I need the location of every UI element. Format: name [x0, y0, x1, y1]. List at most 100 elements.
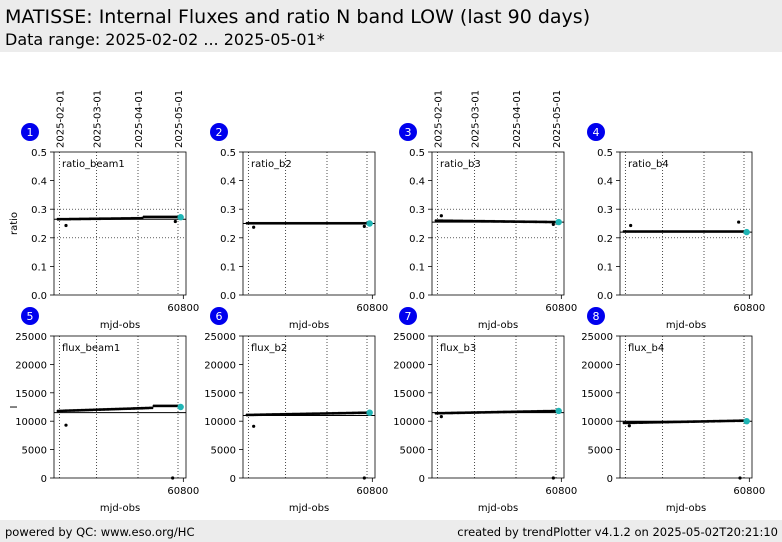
y-tick-label: 5000 [211, 446, 236, 457]
y-tick-label: 15000 [393, 389, 425, 400]
data-point [303, 412, 307, 416]
data-point [676, 230, 680, 233]
latest-point [177, 403, 184, 411]
data-point [640, 421, 644, 424]
data-point [480, 219, 484, 223]
data-point [526, 410, 530, 413]
data-point [694, 230, 698, 233]
data-point [728, 419, 732, 423]
x-tick-label: 60800 [167, 303, 199, 314]
data-point [309, 221, 313, 225]
data-point [361, 411, 365, 415]
data-point [482, 410, 486, 414]
data-point [317, 221, 321, 225]
y-tick-label: 0.1 [597, 262, 613, 273]
data-point [293, 412, 297, 416]
data-point [516, 410, 520, 414]
data-point [146, 406, 150, 410]
data-point [662, 420, 666, 424]
data-point [486, 410, 490, 414]
data-point [730, 230, 734, 233]
data-point [476, 219, 480, 223]
data-point [738, 230, 742, 233]
outlier-point [439, 415, 443, 419]
plot-frame [431, 151, 565, 296]
panel-8: 0 5000 10000 15000 20000 25000 60800 mjd-obs flu… [581, 307, 765, 514]
data-point [287, 412, 291, 416]
data-point [359, 411, 363, 415]
data-point [464, 219, 468, 223]
data-point [339, 411, 343, 415]
data-point [82, 408, 86, 412]
data-point [464, 411, 468, 415]
data-point [490, 219, 494, 223]
data-point [245, 413, 249, 417]
data-point [287, 221, 291, 225]
plot-frame [53, 151, 187, 296]
data-point [628, 421, 632, 425]
data-point [472, 219, 476, 223]
data-point [514, 220, 518, 223]
data-point [325, 221, 329, 225]
data-point [116, 217, 120, 220]
data-point [496, 219, 500, 223]
data-point [150, 215, 154, 219]
data-point [168, 404, 172, 408]
data-point [716, 230, 720, 233]
outlier-point [173, 219, 177, 224]
data-point [158, 404, 162, 408]
panel-number: 8 [593, 310, 600, 323]
plot-footer: powered by QC: www.eso.org/HC created by… [0, 520, 782, 542]
data-point [642, 421, 646, 424]
data-point [321, 412, 325, 415]
data-point [98, 408, 102, 411]
data-point [267, 413, 271, 416]
latest-point [366, 220, 373, 227]
data-point [648, 230, 652, 233]
data-point [458, 219, 462, 223]
data-point [88, 217, 92, 221]
x-axis-label: mjd-obs [289, 320, 329, 331]
y-tick-label: 0.4 [597, 177, 613, 188]
y-tick-label: 25000 [581, 332, 613, 343]
panel-number: 6 [216, 310, 223, 323]
data-point [506, 410, 510, 414]
data-point [736, 230, 740, 233]
data-point [500, 220, 504, 223]
data-point [722, 230, 726, 233]
outlier-point [362, 476, 366, 480]
data-point [305, 221, 309, 225]
outlier-point [551, 222, 555, 226]
x-axis-label: mjd-obs [289, 503, 329, 514]
panel-6: 0 5000 10000 15000 20000 25000 60800 mjd-obs flu… [204, 307, 388, 514]
data-point [92, 217, 96, 221]
data-point [626, 230, 630, 233]
data-point [120, 407, 124, 411]
data-point [630, 230, 634, 233]
data-point [460, 219, 464, 223]
data-point [126, 216, 130, 220]
y-tick-label: 0.4 [220, 177, 236, 188]
y-tick-label: 0.4 [31, 177, 47, 188]
data-point [136, 216, 140, 220]
data-point [738, 419, 742, 423]
data-point [92, 408, 96, 412]
data-point [351, 411, 355, 415]
data-point [690, 230, 694, 233]
data-point [686, 420, 690, 424]
y-tick-label: 0.2 [220, 234, 236, 245]
y-tick-label: 20000 [393, 360, 425, 371]
data-point [279, 412, 283, 416]
data-point [271, 413, 275, 416]
panel-4: 0.0 0.1 0.2 0.3 0.4 0.5 60800 mjd-obs ratio_b4 4 [587, 123, 765, 331]
data-point [313, 221, 317, 225]
data-point [307, 412, 311, 416]
data-point [60, 409, 64, 413]
panel-3: 0.0 0.1 0.2 0.3 0.4 0.5 60800 mjd-obs ratio_b3 3 2… [399, 90, 577, 331]
data-point [273, 221, 277, 225]
outlier-point [737, 220, 741, 224]
data-point [654, 230, 658, 233]
x-axis-label: mjd-obs [100, 320, 140, 331]
footer-powered-by: powered by QC: www.eso.org/HC [5, 525, 195, 539]
panel-5: 0 5000 10000 15000 20000 25000 60800 mjd-obs Ifl… [9, 307, 199, 514]
